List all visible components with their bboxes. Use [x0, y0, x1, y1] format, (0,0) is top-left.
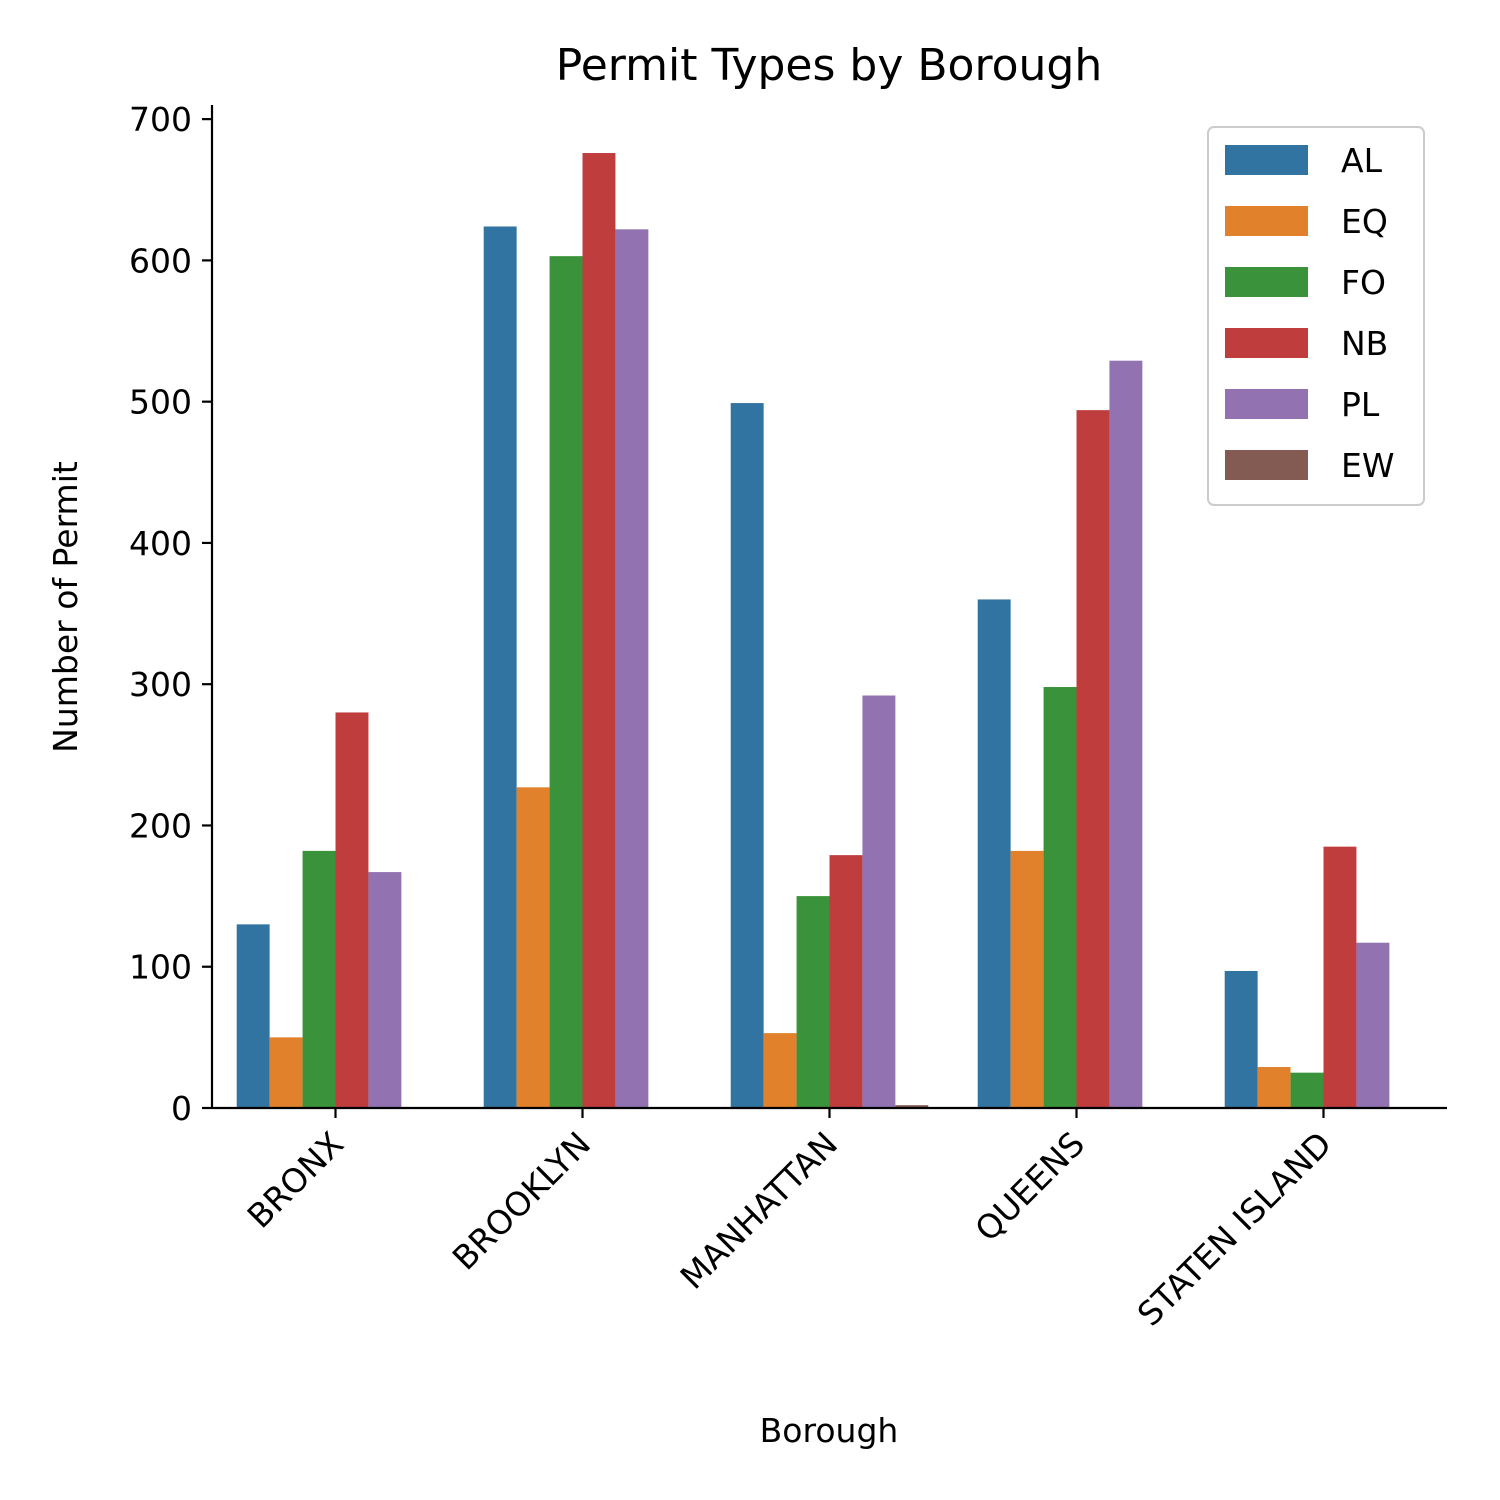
bars-group — [236, 153, 1390, 1109]
legend-label-fo: FO — [1341, 263, 1386, 302]
bar-pl-manhattan — [862, 695, 896, 1108]
bar-pl-brooklyn — [615, 229, 649, 1108]
y-tick-label: 100 — [129, 948, 192, 987]
bar-eq-bronx — [269, 1037, 303, 1108]
bar-al-brooklyn — [483, 226, 517, 1109]
bar-pl-bronx — [368, 872, 402, 1108]
legend-label-nb: NB — [1341, 324, 1388, 363]
y-axis: 0 100 200 300 400 500 600 700 — [129, 100, 214, 1128]
bar-nb-bronx — [335, 712, 369, 1108]
y-tick-label: 200 — [129, 806, 192, 845]
bar-fo-bronx — [302, 850, 336, 1108]
legend-swatch-al — [1225, 145, 1308, 175]
bar-al-manhattan — [730, 403, 764, 1108]
bar-fo-manhattan — [796, 896, 830, 1108]
legend-swatch-pl — [1225, 389, 1308, 419]
y-tick-label: 300 — [129, 665, 192, 704]
bar-eq-manhattan — [763, 1033, 797, 1108]
chart-title: Permit Types by Borough — [556, 40, 1102, 91]
legend-label-pl: PL — [1341, 385, 1380, 424]
legend-swatch-eq — [1225, 206, 1308, 236]
bar-eq-queens — [1010, 850, 1044, 1108]
y-tick-label: 400 — [129, 524, 192, 563]
legend-swatch-nb — [1225, 328, 1308, 358]
legend-label-eq: EQ — [1341, 202, 1388, 241]
legend-swatch-fo — [1225, 267, 1308, 297]
bar-fo-staten-island — [1290, 1072, 1324, 1108]
bar-eq-staten-island — [1257, 1067, 1291, 1108]
bar-eq-brooklyn — [516, 787, 550, 1108]
y-tick-label: 500 — [129, 383, 192, 422]
bar-nb-staten-island — [1323, 846, 1357, 1108]
bar-fo-queens — [1043, 687, 1077, 1108]
y-tick-label: 700 — [129, 100, 192, 139]
x-axis-label: Borough — [760, 1411, 899, 1450]
bar-fo-brooklyn — [549, 256, 583, 1108]
bar-pl-queens — [1109, 360, 1143, 1109]
bar-al-bronx — [236, 924, 270, 1108]
bar-nb-queens — [1076, 410, 1110, 1108]
bar-nb-brooklyn — [582, 153, 616, 1108]
y-tick-label: 0 — [171, 1089, 192, 1128]
y-axis-label: Number of Permit — [46, 461, 85, 753]
legend-label-ew: EW — [1341, 446, 1394, 485]
legend-swatch-ew — [1225, 450, 1308, 480]
y-tick-label: 600 — [129, 241, 192, 280]
bar-pl-staten-island — [1356, 942, 1390, 1108]
legend-label-al: AL — [1341, 141, 1383, 180]
bar-nb-manhattan — [829, 855, 863, 1108]
legend: AL EQ FO NB PL EW — [1207, 126, 1425, 506]
bar-al-queens — [977, 599, 1011, 1108]
bar-al-staten-island — [1224, 970, 1258, 1108]
bar-ew-manhattan — [895, 1105, 929, 1108]
